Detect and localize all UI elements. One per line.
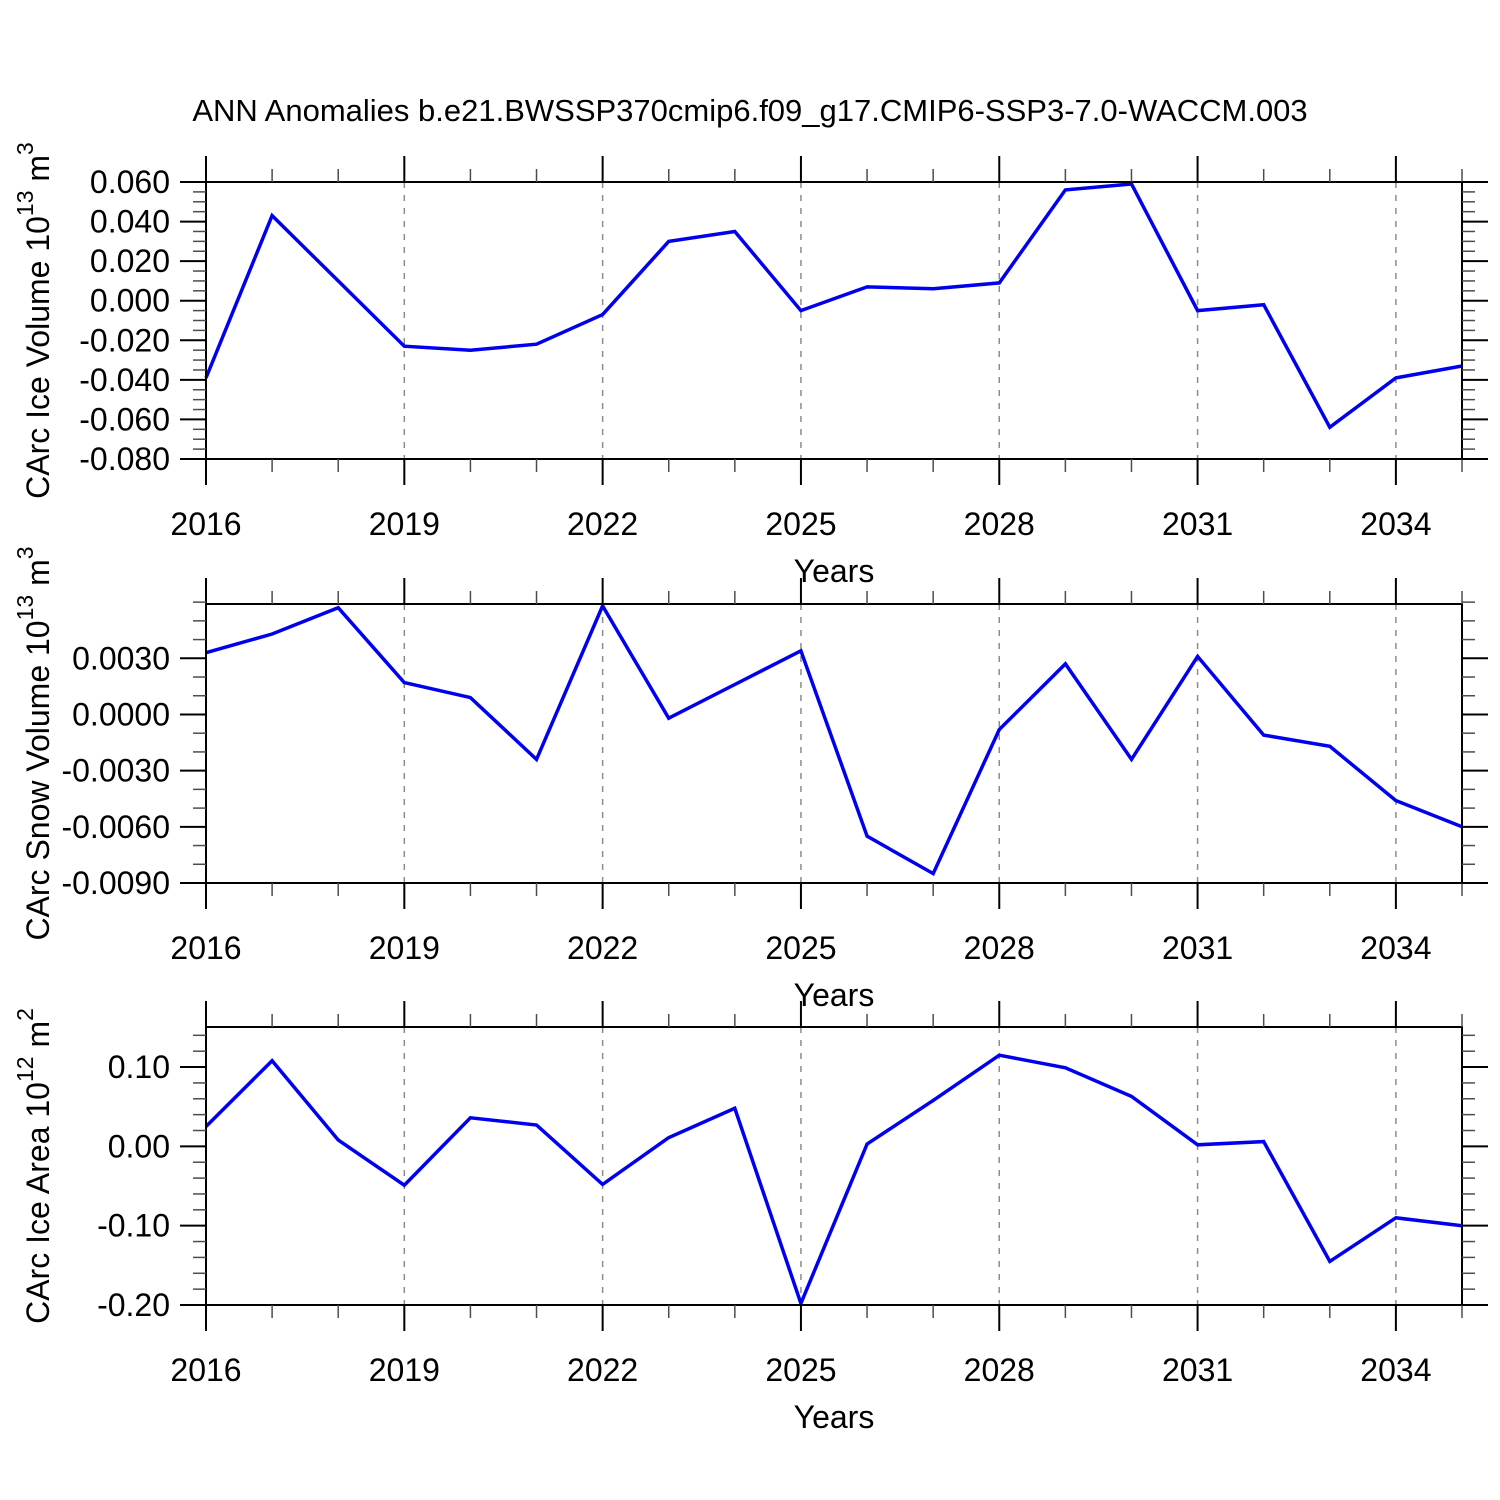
panel-frame <box>205 603 1463 884</box>
x-tick-label: 2031 <box>1162 506 1233 542</box>
x-tick-label: 2031 <box>1162 930 1233 966</box>
x-tick-label: 2016 <box>170 506 241 542</box>
y-tick-label: 0.10 <box>108 1049 170 1085</box>
y-tick-label: 0.060 <box>90 164 170 200</box>
x-axis-title: Years <box>794 553 875 589</box>
x-ticks <box>205 156 1463 485</box>
x-tick-label: 2022 <box>567 930 638 966</box>
panel-frame <box>205 1026 1463 1306</box>
x-tick-label: 2016 <box>170 930 241 966</box>
y-tick-label: 0.040 <box>90 204 170 240</box>
x-tick-label: 2028 <box>964 1352 1035 1388</box>
x-axis-title: Years <box>794 977 875 1013</box>
x-tick-label: 2025 <box>765 930 836 966</box>
y-axis-title: CArc Ice Volume 1013 m3 <box>12 142 56 499</box>
x-tick-label: 2034 <box>1360 506 1431 542</box>
y-tick-label: 0.020 <box>90 243 170 279</box>
y-tick-label: -0.060 <box>79 401 170 437</box>
x-tick-label: 2034 <box>1360 930 1431 966</box>
y-ticks <box>180 181 1488 460</box>
y-axis-title: CArc Ice Area 1012 m2 <box>12 1008 56 1324</box>
chart-title: ANN Anomalies b.e21.BWSSP370cmip6.f09_g1… <box>192 93 1308 128</box>
y-tick-label: -0.080 <box>79 441 170 477</box>
y-ticks <box>180 1034 1488 1306</box>
x-tick-label: 2022 <box>567 1352 638 1388</box>
x-axis-title: Years <box>794 1399 875 1435</box>
y-tick-label: 0.0000 <box>72 696 170 732</box>
x-tick-label: 2034 <box>1360 1352 1431 1388</box>
x-tick-label: 2019 <box>369 1352 440 1388</box>
y-ticks <box>180 601 1488 884</box>
y-tick-label: -0.10 <box>97 1208 170 1244</box>
y-axis-title: CArc Snow Volume 1013 m3 <box>12 546 56 940</box>
x-tick-label: 2022 <box>567 506 638 542</box>
x-tick-label: 2016 <box>170 1352 241 1388</box>
ice-area-line <box>204 1053 1463 1309</box>
y-tick-label: -0.20 <box>97 1287 170 1323</box>
y-tick-label: -0.0060 <box>61 809 170 845</box>
x-ticks <box>205 1001 1463 1331</box>
x-tick-label: 2028 <box>964 930 1035 966</box>
x-tick-label: 2019 <box>369 506 440 542</box>
y-tick-label: -0.020 <box>79 322 170 358</box>
ice-volume-line <box>204 182 1463 430</box>
x-tick-label: 2025 <box>765 506 836 542</box>
y-tick-label: -0.0030 <box>61 753 170 789</box>
y-tick-label: 0.00 <box>108 1128 170 1164</box>
x-tick-label: 2019 <box>369 930 440 966</box>
x-tick-label: 2028 <box>964 506 1035 542</box>
y-tick-label: 0.000 <box>90 283 170 319</box>
snow-volume-line <box>205 602 1463 877</box>
y-tick-label: -0.0090 <box>61 865 170 901</box>
x-tick-label: 2031 <box>1162 1352 1233 1388</box>
y-tick-label: 0.0030 <box>72 640 170 676</box>
x-tick-label: 2025 <box>765 1352 836 1388</box>
x-ticks <box>205 578 1463 909</box>
y-tick-label: -0.040 <box>79 362 170 398</box>
